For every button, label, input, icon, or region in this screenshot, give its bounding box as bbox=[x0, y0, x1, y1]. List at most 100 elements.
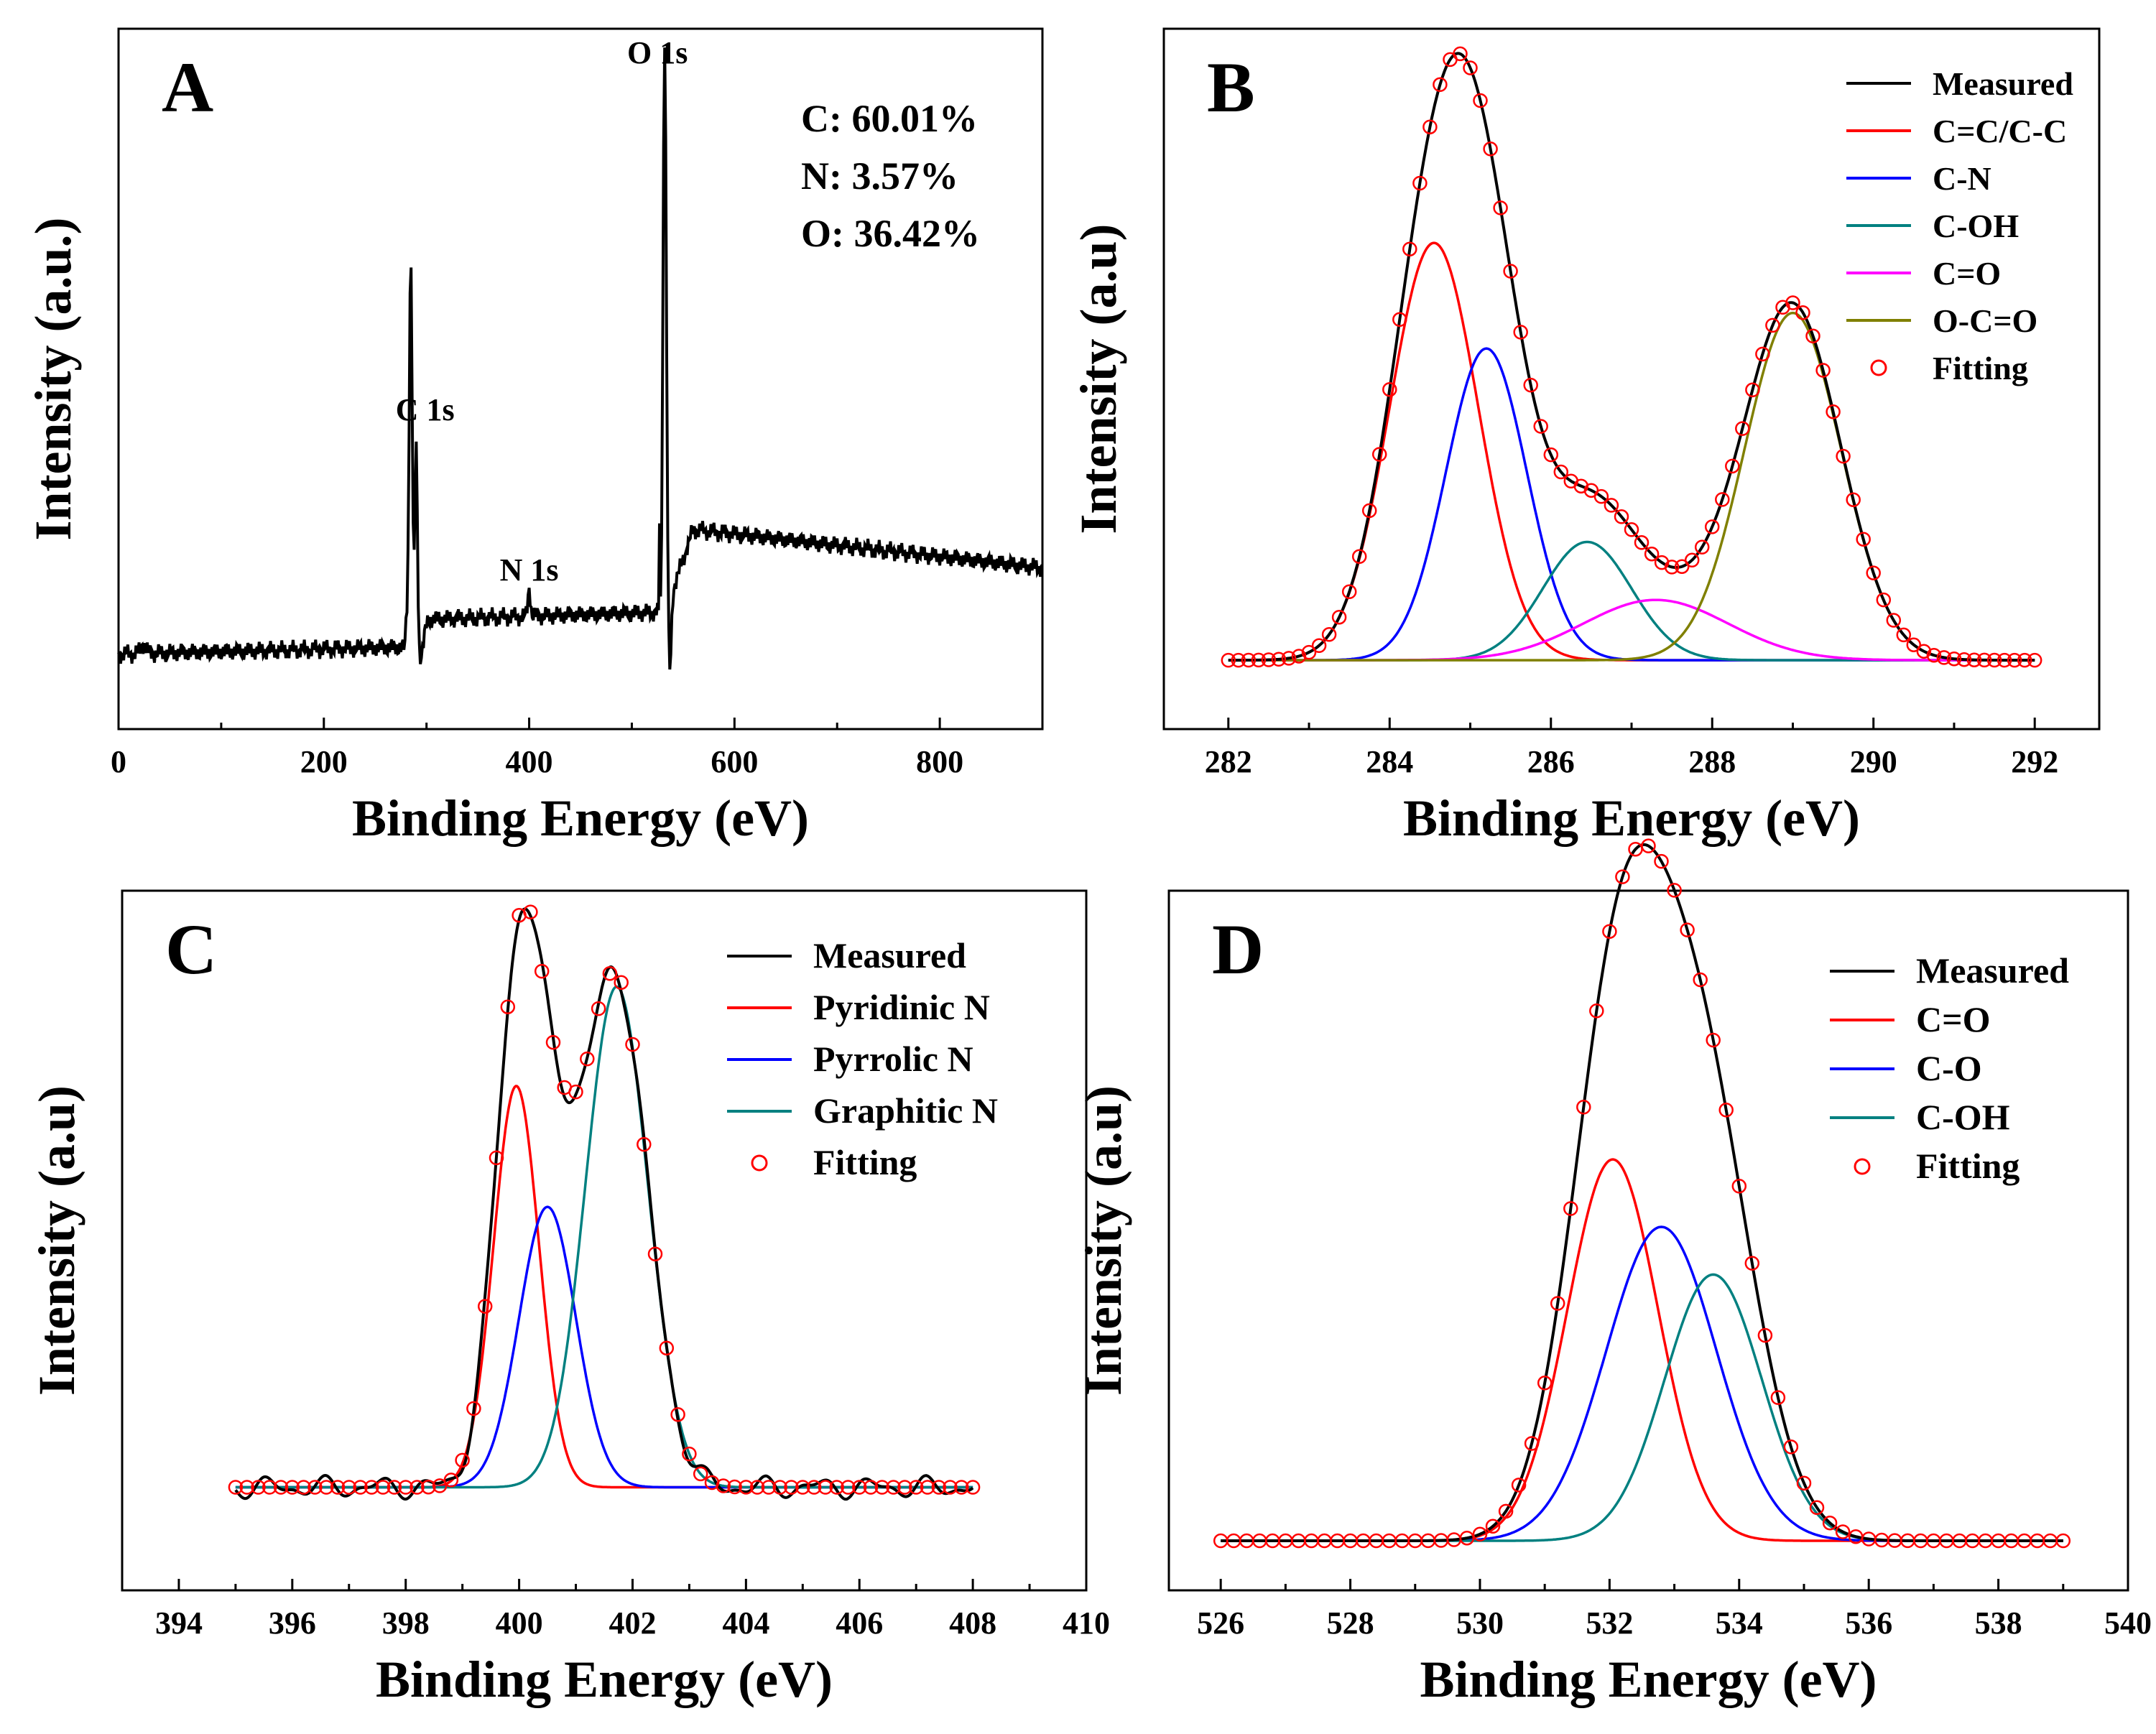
fitting-point bbox=[477, 1299, 493, 1314]
y-axis-label: Intensity (a.u) bbox=[1070, 223, 1127, 534]
composition-text: O: 36.42% bbox=[801, 212, 980, 255]
fitting-point bbox=[1382, 381, 1397, 397]
panel-a: 0 200 400 600 800 Binding Energy (eV) Intensit… bbox=[24, 27, 1044, 847]
fitting-point bbox=[534, 963, 550, 979]
fitting-point bbox=[1795, 305, 1810, 320]
fitting-point bbox=[1301, 644, 1317, 660]
fitting-point bbox=[2007, 652, 2022, 668]
fitting-point bbox=[602, 965, 618, 981]
fitting-point bbox=[886, 1480, 901, 1495]
x-tick-label: 528 bbox=[1327, 1605, 1374, 1641]
x-tick-label: 534 bbox=[1716, 1605, 1763, 1641]
measured-line bbox=[1228, 52, 2035, 662]
x-tick-label: 540 bbox=[2104, 1605, 2152, 1641]
fitting-point bbox=[1796, 1475, 1812, 1490]
fitting-point bbox=[307, 1480, 323, 1495]
fitting-point bbox=[1371, 447, 1387, 462]
component-line-2 bbox=[1228, 540, 2035, 662]
fitting-point bbox=[1543, 447, 1559, 463]
x-tick-label: 538 bbox=[1975, 1605, 2022, 1641]
fitting-point bbox=[1916, 644, 1932, 659]
fitting-point bbox=[1291, 649, 1307, 664]
fitting-point bbox=[1936, 650, 1952, 665]
plot-frame bbox=[117, 27, 1044, 731]
fitting-point bbox=[1537, 1376, 1553, 1391]
fitting-point bbox=[1483, 142, 1498, 157]
fitting-point bbox=[1956, 652, 1972, 667]
fitting-point bbox=[1704, 519, 1720, 534]
x-axis-label: Binding Energy (eV) bbox=[1403, 789, 1860, 847]
fitting-point bbox=[1809, 1500, 1825, 1516]
x-tick-label: 288 bbox=[1688, 744, 1736, 779]
legend-label: C-OH bbox=[1933, 208, 2019, 244]
fitting-point bbox=[625, 1037, 640, 1052]
fitting-point bbox=[784, 1480, 799, 1495]
fitting-point bbox=[1718, 1103, 1734, 1118]
fitting-point bbox=[806, 1480, 822, 1495]
legend-label: Fitting bbox=[813, 1142, 917, 1182]
legend-label: Fitting bbox=[1916, 1146, 2019, 1186]
fitting-point bbox=[795, 1480, 810, 1495]
fitting-point bbox=[954, 1480, 969, 1495]
fitting-point bbox=[818, 1480, 833, 1495]
fitting-point bbox=[1966, 652, 1982, 667]
x-tick-label: 404 bbox=[722, 1605, 769, 1641]
fitting-point bbox=[1241, 652, 1257, 668]
legend-label: C=O bbox=[1916, 999, 1991, 1039]
fitting-point bbox=[580, 1051, 595, 1067]
fitting-point bbox=[1321, 627, 1337, 642]
x-tick-label: 402 bbox=[609, 1605, 656, 1641]
fitting-point bbox=[523, 904, 538, 919]
legend-label: C=O bbox=[1933, 255, 2001, 292]
panel-d: 526 528 530 532 534 536 538 540 Binding Energy (… bbox=[1075, 838, 2152, 1708]
fitting-point bbox=[568, 1084, 583, 1100]
fitting-point bbox=[1576, 1100, 1591, 1115]
component-line-1 bbox=[1221, 1225, 2063, 1542]
x-tick-label: 526 bbox=[1197, 1605, 1244, 1641]
fitting-point bbox=[647, 1246, 663, 1261]
fitting-point bbox=[1866, 565, 1881, 580]
fitting-point bbox=[1725, 458, 1740, 474]
fitting-point bbox=[1815, 363, 1831, 378]
fitting-point bbox=[863, 1480, 879, 1495]
fitting-point bbox=[1433, 77, 1448, 93]
y-axis-label: Intensity (a.u) bbox=[1075, 1085, 1132, 1396]
fitting-point bbox=[1997, 652, 2012, 668]
fitting-point bbox=[489, 1150, 504, 1166]
x-tick-label: 0 bbox=[111, 744, 126, 779]
x-tick-label: 410 bbox=[1063, 1605, 1110, 1641]
fitting-point bbox=[330, 1480, 346, 1495]
fitting-point bbox=[1524, 1436, 1540, 1451]
measured-line bbox=[1221, 843, 2063, 1542]
fitting-point bbox=[965, 1480, 981, 1495]
fitting-point bbox=[1493, 200, 1508, 215]
fitting-point bbox=[1472, 1526, 1488, 1542]
fitting-point bbox=[1331, 609, 1347, 625]
panel-b: 282 284 286 288 290 292 Binding Energy (eV) Int… bbox=[1070, 27, 2101, 847]
panel-letter: B bbox=[1207, 47, 1255, 127]
fitting-point bbox=[1785, 295, 1800, 310]
fitting-point bbox=[1341, 584, 1357, 600]
fitting-point bbox=[1757, 1327, 1773, 1343]
fitting-point bbox=[1856, 532, 1871, 547]
fitting-point bbox=[1251, 652, 1267, 668]
fitting-point bbox=[1513, 325, 1528, 340]
fitting-point bbox=[251, 1480, 266, 1495]
legend-label: Measured bbox=[1916, 950, 2069, 991]
fitting-point bbox=[1498, 1503, 1514, 1519]
fitting-point bbox=[228, 1480, 244, 1495]
fitting-point bbox=[1644, 546, 1660, 562]
x-axis-label: Binding Energy (eV) bbox=[352, 789, 809, 847]
fitting-point bbox=[851, 1480, 867, 1495]
x-tick-label: 600 bbox=[711, 744, 758, 779]
fitting-point bbox=[1693, 972, 1708, 988]
fitting-point bbox=[761, 1480, 777, 1495]
legend-label: C-O bbox=[1916, 1048, 1982, 1088]
fitting-point bbox=[1473, 93, 1488, 108]
x-tick-label: 800 bbox=[916, 744, 963, 779]
fitting-point bbox=[1805, 328, 1820, 344]
fitting-point bbox=[772, 1480, 787, 1495]
fitting-point bbox=[1271, 652, 1287, 667]
fitting-point bbox=[1835, 1524, 1851, 1539]
fitting-point bbox=[1886, 613, 1902, 628]
